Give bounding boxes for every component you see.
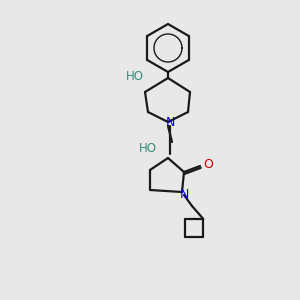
Text: O: O <box>203 158 213 170</box>
Text: HO: HO <box>139 142 157 154</box>
Text: HO: HO <box>126 70 144 83</box>
Text: N: N <box>165 116 175 130</box>
Text: N: N <box>179 188 189 200</box>
